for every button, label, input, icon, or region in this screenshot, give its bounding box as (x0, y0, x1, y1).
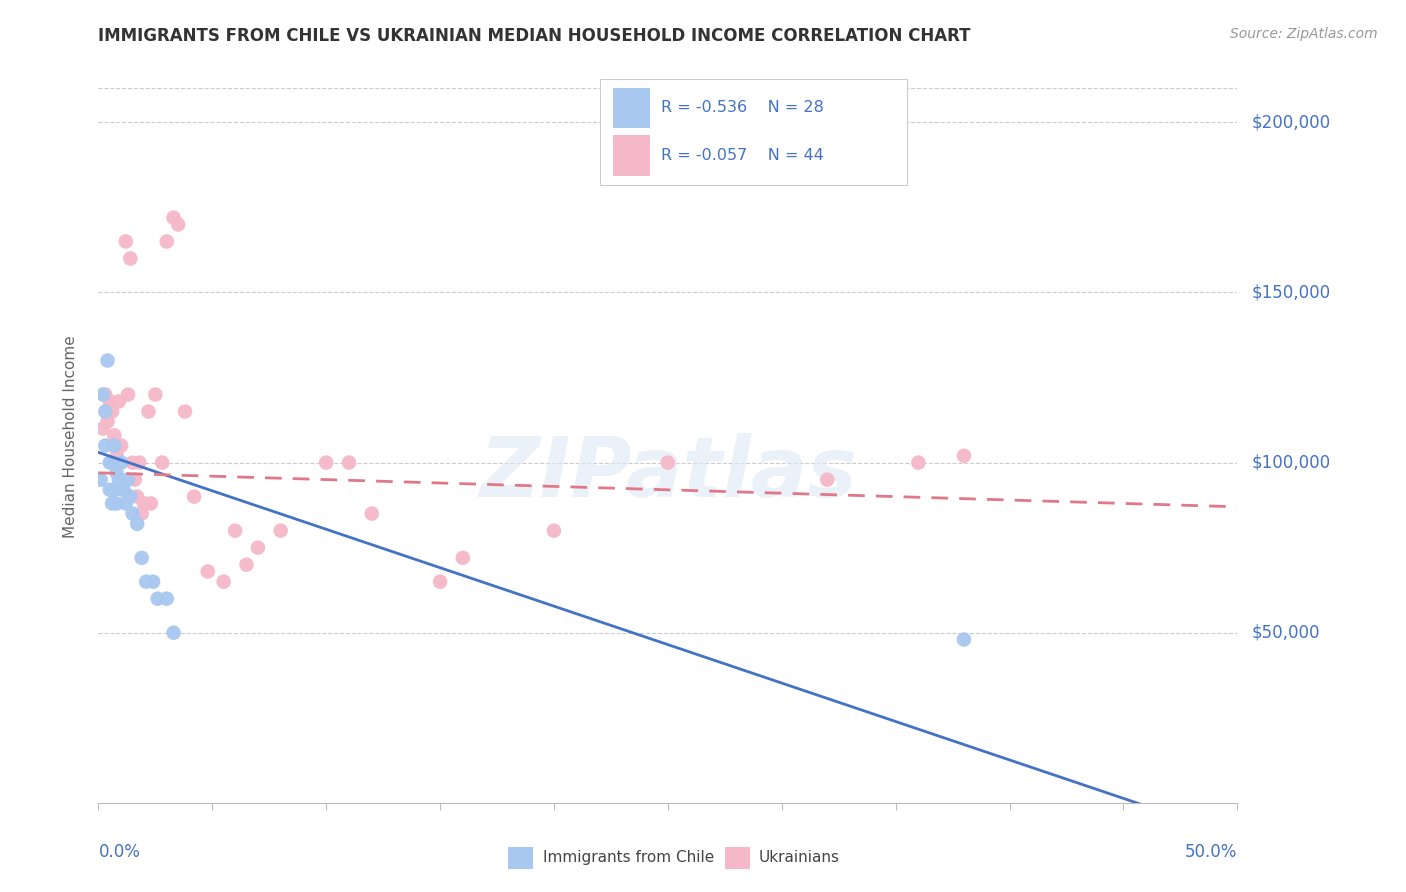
Point (953, 449, 976, 463)
Point (121, 456, 143, 470)
Point (145, 387, 167, 401)
Point (105, 466, 128, 480)
Bar (613, 87, 650, 128)
Point (105, 449, 128, 463)
Point (114, 235, 136, 249)
Point (96, 415, 118, 429)
Point (94, 404, 117, 418)
Point (132, 496, 155, 510)
Point (183, 490, 205, 504)
Point (98, 394, 121, 409)
Point (131, 507, 153, 521)
Point (117, 473, 139, 487)
Point (94, 439, 117, 453)
Point (110, 456, 132, 470)
Text: 0.0%: 0.0% (98, 843, 141, 861)
Text: R = -0.536    N = 28: R = -0.536 N = 28 (661, 101, 824, 115)
Point (135, 574, 157, 589)
Point (156, 235, 179, 249)
Point (120, 252, 142, 266)
Point (98, 456, 121, 470)
Point (174, 404, 197, 418)
Point (91, 387, 114, 401)
Text: $50,000: $50,000 (1251, 624, 1320, 641)
Point (127, 490, 149, 504)
Point (101, 456, 124, 470)
Point (235, 558, 257, 572)
Point (101, 496, 124, 510)
Point (270, 524, 292, 538)
Text: $150,000: $150,000 (1251, 284, 1330, 301)
Y-axis label: Median Household Income: Median Household Income (63, 335, 77, 539)
Point (103, 483, 125, 497)
Point (138, 404, 160, 418)
Point (315, 456, 337, 470)
Point (953, 632, 976, 647)
Point (112, 483, 135, 497)
Point (167, 218, 190, 232)
Text: $200,000: $200,000 (1251, 113, 1330, 131)
Point (360, 507, 382, 521)
Text: Immigrants from Chile: Immigrants from Chile (543, 850, 714, 865)
Point (657, 456, 679, 470)
Point (90, 473, 112, 487)
Point (103, 439, 125, 453)
Point (429, 574, 451, 589)
Point (150, 456, 173, 470)
FancyBboxPatch shape (599, 78, 907, 185)
Point (224, 524, 246, 538)
Point (108, 473, 131, 487)
Point (212, 574, 235, 589)
Text: Source: ZipAtlas.com: Source: ZipAtlas.com (1230, 27, 1378, 41)
Point (142, 574, 165, 589)
Point (112, 483, 135, 497)
Point (110, 439, 132, 453)
Bar (725, 847, 749, 869)
Text: $100,000: $100,000 (1251, 454, 1330, 472)
Point (117, 387, 139, 401)
Point (91, 421, 114, 435)
Point (103, 428, 125, 442)
Text: R = -0.057    N = 44: R = -0.057 N = 44 (661, 148, 824, 163)
Point (543, 524, 565, 538)
Point (120, 490, 142, 504)
Point (124, 473, 146, 487)
Point (139, 496, 162, 510)
Point (197, 565, 219, 579)
Point (105, 496, 128, 510)
Point (96, 353, 118, 368)
Point (121, 507, 143, 521)
Point (98, 483, 121, 497)
Point (451, 550, 474, 565)
Point (162, 211, 184, 225)
Text: ZIPatlas: ZIPatlas (479, 434, 856, 514)
Point (128, 456, 150, 470)
Point (101, 404, 124, 418)
Point (127, 516, 149, 531)
Point (337, 456, 360, 470)
Point (131, 550, 153, 565)
Bar (509, 847, 533, 869)
Point (156, 591, 179, 606)
Point (162, 625, 184, 640)
Point (146, 591, 169, 606)
Text: 50.0%: 50.0% (1185, 843, 1237, 861)
Point (815, 473, 838, 487)
Bar (613, 136, 650, 176)
Point (114, 496, 136, 510)
Point (246, 541, 269, 555)
Point (907, 456, 929, 470)
Point (108, 394, 131, 409)
Point (94, 387, 117, 401)
Text: Ukrainians: Ukrainians (759, 850, 839, 865)
Text: IMMIGRANTS FROM CHILE VS UKRAINIAN MEDIAN HOUSEHOLD INCOME CORRELATION CHART: IMMIGRANTS FROM CHILE VS UKRAINIAN MEDIA… (98, 27, 972, 45)
